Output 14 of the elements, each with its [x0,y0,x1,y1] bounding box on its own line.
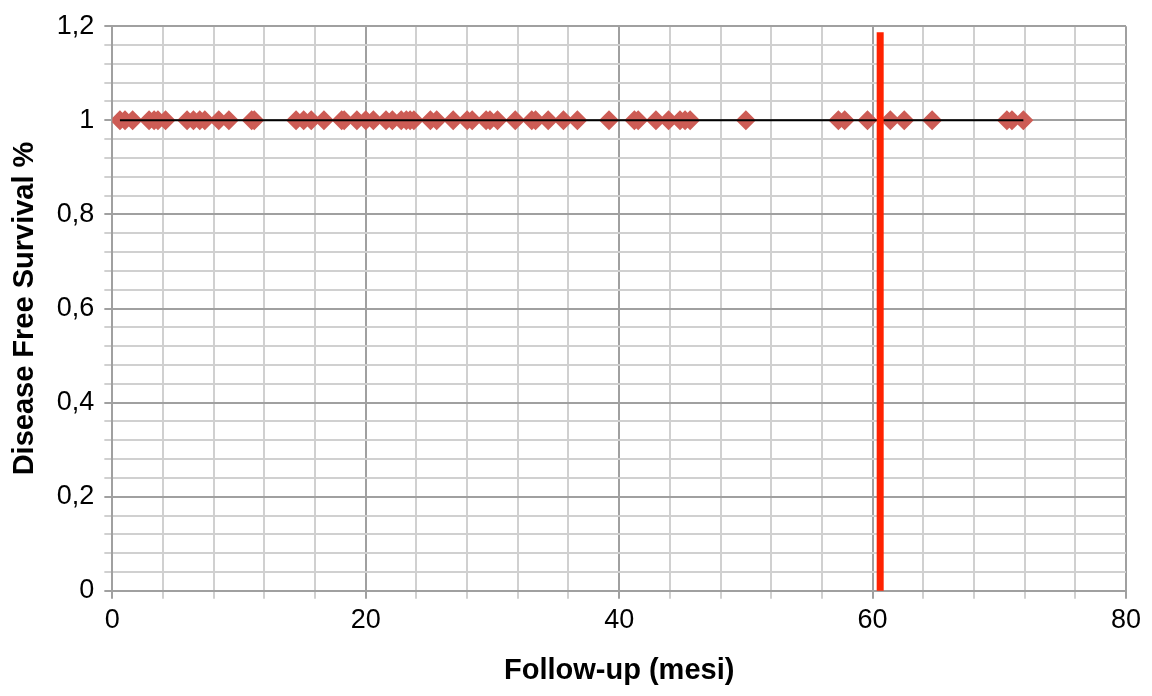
y-tick-label: 0 [79,574,95,605]
y-tick-label: 0,4 [56,386,95,417]
x-tick-label: 0 [104,604,120,635]
x-tick-label: 40 [604,604,635,635]
y-tick-label: 0,6 [56,291,95,322]
y-tick-label: 1 [79,103,95,134]
y-tick-label: 0,8 [56,197,95,228]
x-tick-label: 60 [857,604,888,635]
x-tick-label: 80 [1110,604,1142,635]
y-tick-label: 1,2 [56,9,95,40]
y-axis-title: Disease Free Survival % [7,141,40,476]
x-axis-title: Follow-up (mesi) [503,652,735,685]
y-tick-label: 0,2 [56,480,95,511]
x-tick-label: 20 [350,604,381,635]
